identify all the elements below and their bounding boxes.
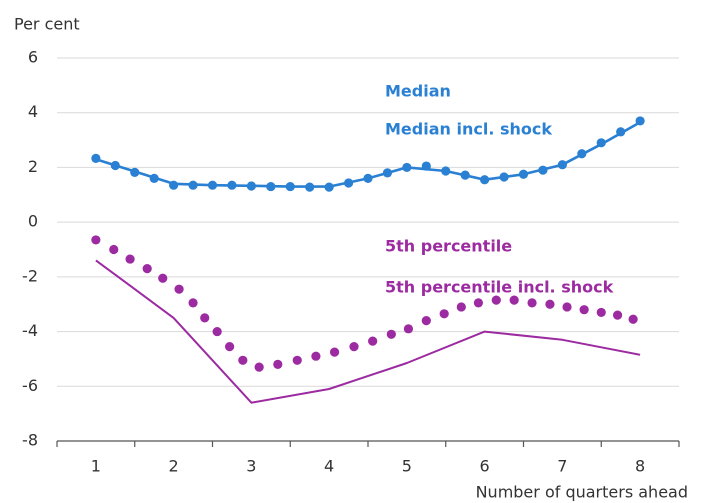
data-point: [473, 298, 484, 308]
data-point: [545, 299, 555, 309]
x-tick-label: 6: [480, 457, 490, 476]
data-point: [109, 244, 119, 255]
data-point: [91, 153, 101, 164]
data-point: [292, 355, 302, 365]
data-point: [200, 313, 210, 323]
data-point: [480, 175, 490, 185]
x-axis-label: Number of quarters ahead: [476, 483, 688, 502]
data-point: [491, 295, 501, 305]
data-point: [527, 298, 537, 308]
data-point: [238, 355, 248, 365]
legend-entry: Median: [385, 82, 451, 101]
data-point: [227, 180, 237, 190]
data-point: [421, 161, 431, 171]
data-point: [305, 182, 315, 192]
data-point: [596, 307, 606, 318]
data-point: [273, 359, 283, 369]
y-tick-label: 4: [28, 102, 38, 121]
data-point: [324, 182, 334, 192]
data-point: [363, 173, 373, 183]
data-point: [616, 127, 626, 137]
legend-entry: Median incl. shock: [385, 120, 552, 139]
data-point: [368, 336, 378, 346]
data-point: [158, 273, 168, 283]
data-point: [125, 254, 135, 264]
y-tick-label: 6: [28, 48, 38, 67]
y-tick-label: -2: [22, 266, 38, 285]
data-point: [91, 235, 101, 245]
x-tick-label: 2: [169, 457, 179, 476]
data-point: [174, 284, 184, 294]
data-point: [509, 295, 519, 305]
data-point: [635, 116, 645, 126]
x-tick-label: 5: [402, 457, 412, 476]
data-point: [579, 305, 589, 315]
data-point: [596, 138, 606, 148]
x-tick-label: 7: [557, 457, 567, 476]
y-tick-label: -8: [22, 431, 38, 450]
data-point: [441, 166, 451, 176]
data-point: [188, 180, 198, 190]
data-point: [212, 326, 222, 337]
data-point: [207, 180, 218, 190]
data-point: [382, 168, 393, 178]
data-point: [403, 324, 414, 334]
legend-entry: 5th percentile: [385, 237, 512, 256]
data-point: [439, 309, 449, 319]
data-point: [149, 173, 159, 183]
data-point: [612, 310, 623, 320]
data-point: [225, 342, 235, 352]
y-tick-label: 0: [28, 212, 38, 231]
legend-entry: 5th percentile incl. shock: [385, 278, 614, 297]
data-point: [402, 162, 412, 173]
data-point: [577, 149, 587, 159]
data-point: [349, 342, 359, 352]
x-tick-label: 4: [324, 457, 334, 476]
data-point: [456, 302, 466, 312]
data-point: [557, 160, 567, 170]
data-point: [499, 172, 509, 182]
y-tick-label: -4: [22, 321, 38, 340]
data-point: [254, 362, 264, 372]
data-point: [169, 180, 179, 190]
data-point: [188, 298, 198, 308]
data-point: [460, 170, 470, 180]
data-point: [311, 351, 321, 361]
data-point: [343, 178, 354, 188]
data-point: [130, 167, 140, 177]
data-point: [562, 302, 572, 312]
data-point: [386, 329, 396, 339]
data-point: [628, 314, 638, 324]
data-point: [538, 165, 548, 175]
data-point: [142, 264, 152, 274]
data-point: [110, 160, 120, 171]
x-tick-label: 8: [635, 457, 645, 476]
data-point: [246, 181, 256, 191]
data-point: [329, 347, 340, 357]
data-point: [266, 181, 276, 192]
data-point: [518, 169, 529, 179]
data-point: [421, 316, 431, 326]
x-tick-label: 1: [91, 457, 101, 476]
x-tick-label: 3: [246, 457, 256, 476]
y-axis-label: Per cent: [14, 15, 80, 34]
data-point: [285, 181, 295, 192]
y-tick-label: 2: [28, 157, 38, 176]
series-line: [95, 259, 641, 404]
y-tick-label: -6: [22, 376, 38, 395]
